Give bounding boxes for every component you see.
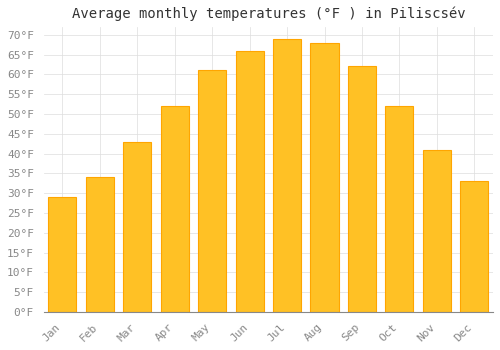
Bar	[123, 142, 152, 312]
Bar	[386, 106, 413, 312]
Bar	[460, 181, 488, 312]
Bar	[48, 197, 76, 312]
Bar	[198, 70, 226, 312]
Bar	[160, 106, 189, 312]
Bar	[310, 43, 338, 312]
Bar	[348, 66, 376, 312]
Bar	[423, 149, 451, 312]
Bar	[86, 177, 114, 312]
Title: Average monthly temperatures (°F ) in Piliscsév: Average monthly temperatures (°F ) in Pi…	[72, 7, 465, 21]
Bar	[273, 38, 301, 312]
Bar	[236, 50, 264, 312]
